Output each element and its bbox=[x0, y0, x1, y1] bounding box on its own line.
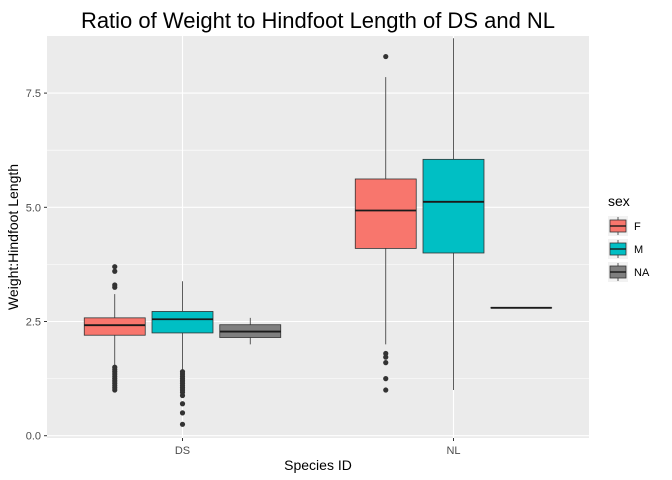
legend-key-NA bbox=[608, 262, 628, 282]
legend-key-F bbox=[608, 216, 628, 236]
box-body bbox=[422, 158, 485, 254]
y-tick-label: 2.5 bbox=[26, 317, 41, 329]
outlier-point bbox=[179, 421, 186, 427]
box-NL-F bbox=[354, 53, 417, 393]
legend-label: M bbox=[634, 244, 643, 256]
legend-label: NA bbox=[634, 267, 650, 279]
outlier-point bbox=[383, 354, 389, 360]
x-axis-title: Species ID bbox=[284, 457, 352, 473]
x-tick-label: NL bbox=[446, 445, 460, 457]
box-DS-M bbox=[151, 281, 214, 427]
legend-label: F bbox=[634, 221, 641, 233]
outlier-point bbox=[112, 268, 118, 274]
plot-panel bbox=[47, 36, 589, 438]
box-DS-F bbox=[83, 264, 146, 393]
outlier-point bbox=[179, 369, 186, 375]
outlier-point bbox=[383, 350, 389, 357]
box-body bbox=[83, 317, 146, 336]
outlier-point bbox=[383, 360, 389, 366]
legend: sex FM NA bbox=[608, 193, 650, 282]
y-tick-label: 7.5 bbox=[26, 88, 41, 100]
outlier-point bbox=[383, 53, 389, 60]
legend-key-M bbox=[608, 239, 628, 259]
box-body bbox=[354, 178, 417, 249]
outlier-point bbox=[112, 364, 118, 370]
outlier-point bbox=[179, 410, 186, 416]
x-tick-label: DS bbox=[175, 445, 190, 457]
outlier-point bbox=[383, 387, 389, 393]
x-axis: DS NL bbox=[175, 438, 461, 457]
outlier-point bbox=[112, 264, 118, 270]
box-body bbox=[151, 311, 214, 334]
y-axis-title: Weight:Hindfoot Length bbox=[5, 164, 21, 310]
box-NL-M bbox=[422, 38, 485, 391]
outlier-point bbox=[179, 401, 186, 407]
legend-title: sex bbox=[608, 193, 630, 209]
box-series bbox=[83, 38, 553, 427]
outlier-point bbox=[112, 282, 118, 288]
box-DS-NA bbox=[219, 317, 282, 345]
outlier-point bbox=[383, 376, 389, 382]
y-tick-label: 5.0 bbox=[26, 202, 41, 214]
y-tick-label: 0.0 bbox=[26, 431, 41, 443]
y-axis: 0.0 2.5 5.0 7.5 bbox=[26, 88, 47, 443]
chart-title: Ratio of Weight to Hindfoot Length of DS… bbox=[81, 8, 555, 33]
